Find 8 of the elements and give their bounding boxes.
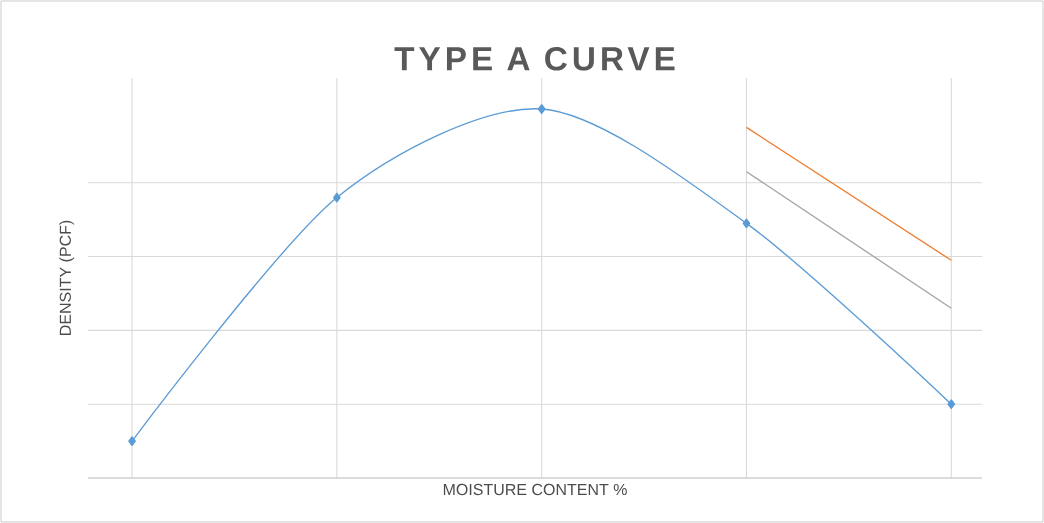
point (128, 436, 136, 447)
point (332, 192, 341, 203)
y-axis-title: DENSITY (PCF) (59, 220, 75, 335)
point (947, 399, 956, 410)
x-axis-title: MOISTURE CONTENT % (443, 483, 627, 496)
chart-title: TYPE A CURVE (394, 47, 675, 71)
point (742, 218, 751, 229)
point (537, 104, 546, 114)
